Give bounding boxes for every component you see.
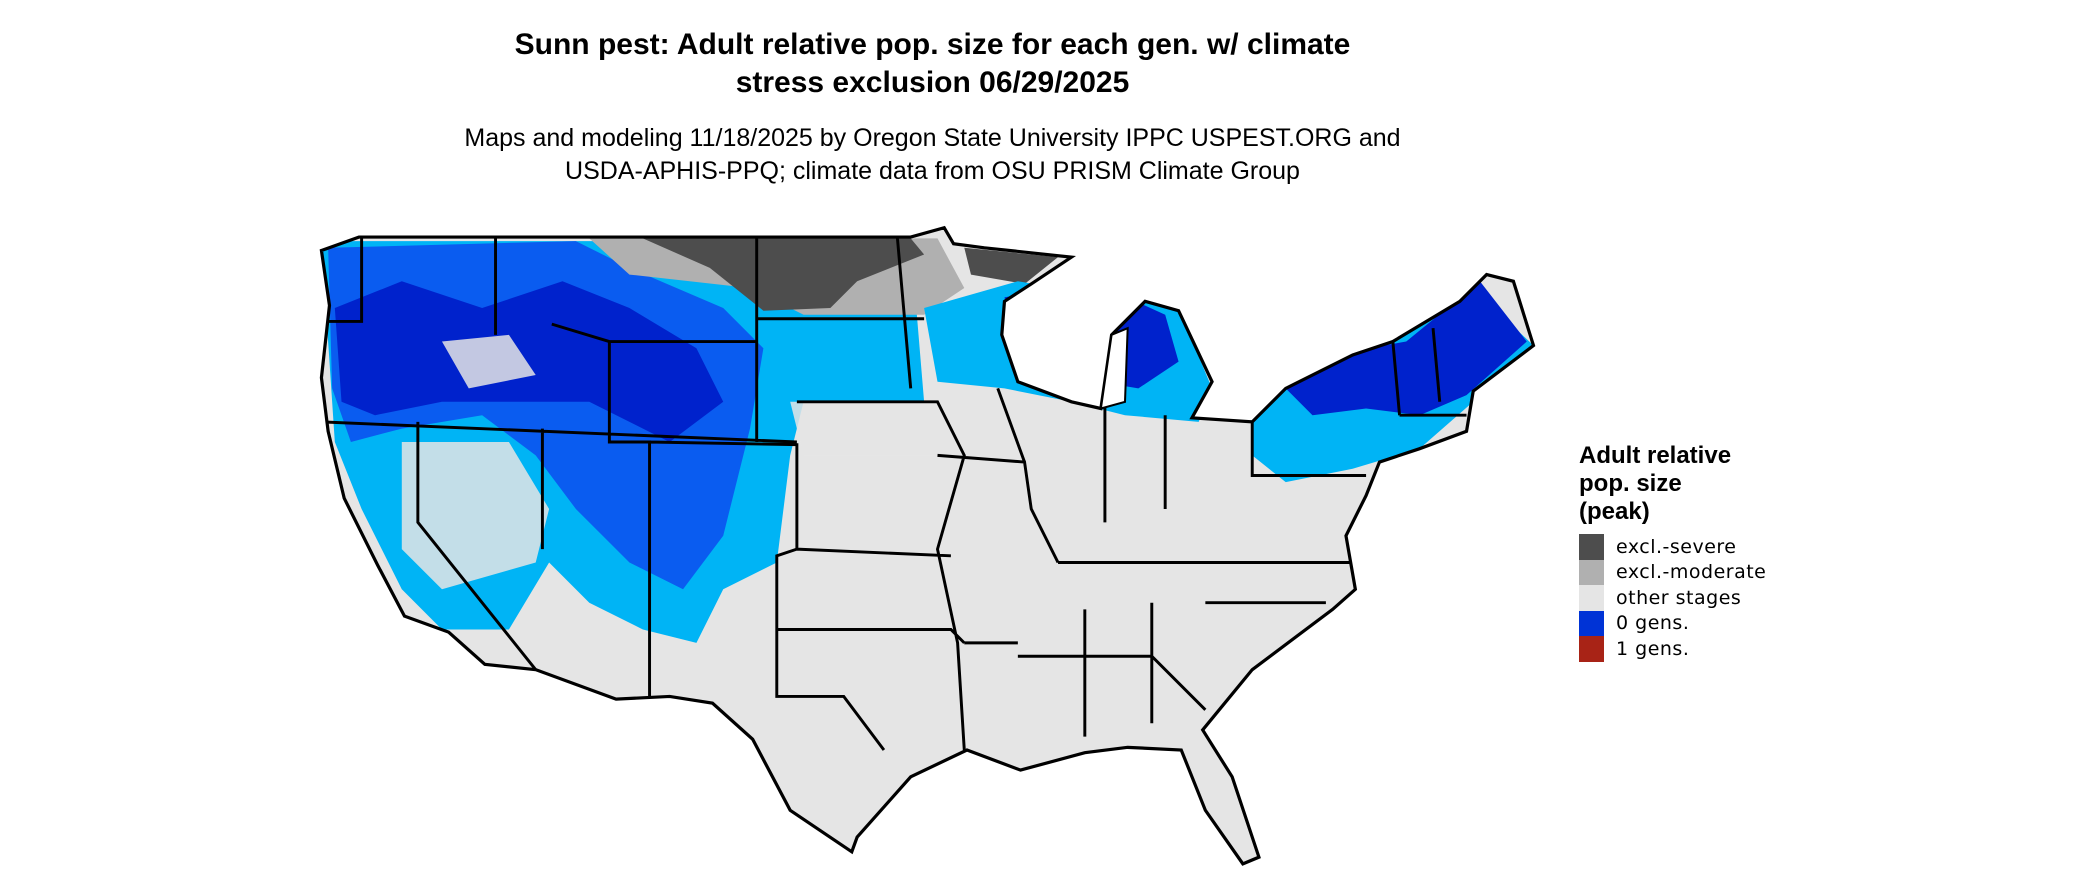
region-0gens-great-lakes-dark <box>1004 281 1179 389</box>
legend-swatch <box>1579 559 1604 585</box>
title-line-2: stress exclusion 06/29/2025 <box>735 66 1130 99</box>
legend-title: Adult relative pop. size (peak) <box>1579 442 1799 526</box>
chart-subtitle: Maps and modeling 11/18/2025 by Oregon S… <box>0 122 1865 188</box>
legend-label: 0 gens. <box>1616 612 1690 635</box>
region-0gens-west-dark <box>334 281 724 442</box>
legend-title-line: Adult relative <box>1579 442 1732 469</box>
title-line-1: Sunn pest: Adult relative pop. size for … <box>514 28 1351 61</box>
legend-item: 0 gens. <box>1579 610 1799 636</box>
region-other-west-gaps <box>401 334 938 590</box>
model-layer <box>321 238 1534 643</box>
legend-label: excl.-moderate <box>1616 561 1767 584</box>
state-borders <box>321 236 1467 751</box>
lake-michigan <box>1099 326 1129 410</box>
legend: Adult relative pop. size (peak) excl.-se… <box>1579 442 1799 662</box>
legend-item: 1 gens. <box>1579 636 1799 662</box>
chart-title: Sunn pest: Adult relative pop. size for … <box>0 26 1865 102</box>
legend-swatch <box>1579 585 1604 611</box>
region-excl-severe <box>642 238 1059 311</box>
legend-item: excl.-severe <box>1579 534 1799 560</box>
legend-item: other stages <box>1579 585 1799 611</box>
legend-item: excl.-moderate <box>1579 559 1799 585</box>
legend-label: excl.-severe <box>1616 535 1737 558</box>
subtitle-line-2: USDA-APHIS-PPQ; climate data from OSU PR… <box>565 157 1300 185</box>
legend-title-line: (peak) <box>1579 498 1650 525</box>
legend-label: 1 gens. <box>1616 637 1690 660</box>
legend-label: other stages <box>1616 586 1742 609</box>
subtitle-line-1: Maps and modeling 11/18/2025 by Oregon S… <box>464 124 1401 152</box>
legend-swatch <box>1579 534 1604 560</box>
legend-swatch <box>1579 636 1604 662</box>
region-0gens-northeast-dark <box>1285 281 1527 416</box>
legend-swatch <box>1579 610 1604 636</box>
legend-title-line: pop. size <box>1579 470 1682 497</box>
